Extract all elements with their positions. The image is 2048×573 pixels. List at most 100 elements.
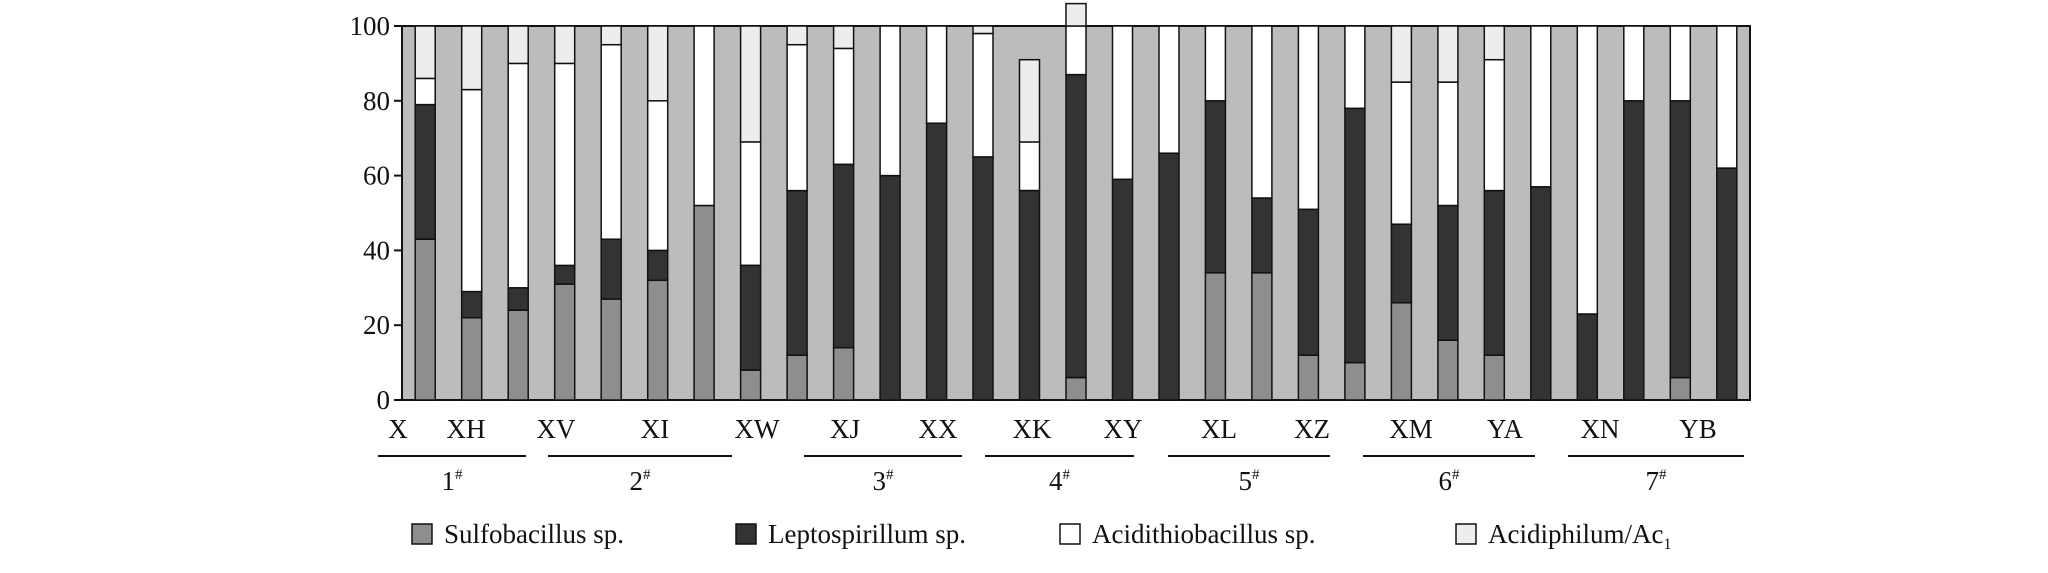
legend: Sulfobacillus sp. Leptospirillum sp. Acidi…: [411, 519, 1671, 553]
bar-segment-sulfobacillus: [1437, 339, 1459, 401]
y-tick-label: 80: [363, 86, 390, 116]
bars-layer: [414, 2, 1738, 401]
bar-segment-leptospirillum: [1437, 204, 1459, 341]
bar-segment-leptospirillum: [832, 163, 855, 349]
bar-segment-sulfobacillus: [786, 354, 808, 401]
bar-segment-sulfobacillus: [1669, 376, 1692, 401]
bar-segment-leptospirillum: [1158, 152, 1180, 401]
bar-segment-acidithiobacillus: [1251, 25, 1273, 199]
x-category-label: XV: [537, 414, 576, 444]
x-category-label: YA: [1487, 414, 1524, 444]
bar-segment-leptospirillum: [1297, 208, 1320, 356]
legend-swatch-acidithiobacillus: [1059, 523, 1081, 545]
x-category-labels: X XH XV XI XW XJ XX XK XY XL XZ XM YA XN YB: [388, 414, 1717, 444]
bar-segment-leptospirillum: [925, 122, 948, 401]
bar-segment-sulfobacillus: [739, 369, 762, 401]
group-labels: 1# 2# 3# 4# 5# 6# 7#: [378, 455, 1744, 496]
bar-segment-sulfobacillus: [693, 204, 715, 401]
legend-label-sulfobacillus: Sulfobacillus sp.: [444, 519, 624, 549]
bar-segment-sulfobacillus: [553, 283, 576, 401]
bar-segment-acidiphilum: [507, 25, 529, 65]
bar-segment-acidithiobacillus: [1158, 25, 1180, 154]
bar-segment-acidithiobacillus: [786, 43, 808, 192]
bar-segment-acidiphilum: [1018, 58, 1041, 143]
x-category-label: XZ: [1294, 414, 1330, 444]
bar-segment-sulfobacillus: [832, 346, 855, 401]
x-category-label: YB: [1679, 414, 1717, 444]
group-label: 7#: [1646, 466, 1668, 496]
group-label: 6#: [1439, 466, 1461, 496]
bar-segment-leptospirillum: [1483, 189, 1506, 356]
bar-segment-sulfobacillus: [1390, 302, 1413, 401]
bar-segment-acidithiobacillus: [1297, 25, 1320, 211]
bar-segment-leptospirillum: [507, 287, 529, 311]
bar-segment-acidiphilum: [1437, 25, 1459, 83]
bar-segment-leptospirillum: [600, 238, 622, 300]
bar-segment-acidithiobacillus: [1483, 58, 1506, 192]
bar-segment-sulfobacillus: [646, 279, 669, 401]
x-category-label: XW: [735, 414, 780, 444]
bar-segment-acidithiobacillus: [1344, 25, 1366, 110]
bar-segment-leptospirillum: [879, 174, 901, 401]
bar-segment-leptospirillum: [1623, 100, 1645, 401]
group-label: 5#: [1239, 466, 1261, 496]
bar-segment-acidithiobacillus: [1018, 141, 1041, 192]
x-category-label: XX: [919, 414, 958, 444]
bar-segment-leptospirillum: [1065, 73, 1087, 379]
legend-swatch-sulfobacillus: [411, 523, 433, 545]
bar-segment-acidiphilum: [739, 25, 762, 143]
bar-segment-acidithiobacillus: [1623, 25, 1645, 102]
x-category-label: XH: [447, 414, 486, 444]
bar-segment-sulfobacillus: [1065, 376, 1087, 401]
bar-segment-sulfobacillus: [600, 298, 622, 401]
group-label: 1#: [442, 466, 464, 496]
bar-segment-acidithiobacillus: [1437, 81, 1459, 207]
x-category-label: XL: [1201, 414, 1237, 444]
bar-segment-leptospirillum: [1576, 313, 1599, 401]
bar-segment-sulfobacillus: [1204, 272, 1227, 401]
y-tick-label: 60: [363, 161, 390, 191]
bar-segment-leptospirillum: [786, 189, 808, 356]
legend-label-acidithiobacillus: Acidithiobacillus sp.: [1092, 519, 1315, 549]
bar-segment-leptospirillum: [460, 290, 483, 319]
group-label: 4#: [1049, 466, 1071, 496]
bar-segment-acidithiobacillus: [1576, 25, 1599, 315]
bar-segment-acidithiobacillus: [553, 62, 576, 267]
bar-segment-leptospirillum: [1530, 186, 1552, 401]
bar-segment-sulfobacillus: [1344, 361, 1366, 401]
legend-swatch-leptospirillum: [735, 523, 757, 545]
bar-segment-acidiphilum: [553, 25, 576, 65]
bar-segment-acidithiobacillus: [739, 141, 762, 267]
bar-segment-acidithiobacillus: [1204, 25, 1227, 102]
bar-segment-leptospirillum: [646, 249, 669, 282]
y-tick-label: 40: [363, 235, 390, 265]
bar-segment-leptospirillum: [1669, 100, 1692, 379]
bar-segment-leptospirillum: [1018, 189, 1041, 401]
bar-segment-acidithiobacillus: [832, 47, 855, 166]
bar-segment-leptospirillum: [1390, 223, 1413, 304]
bar-segment-leptospirillum: [414, 103, 436, 240]
x-category-label: XI: [641, 414, 670, 444]
bar-segment-acidiphilum: [600, 25, 622, 46]
bar-segment-leptospirillum: [1716, 167, 1738, 401]
bar-segment-acidiphilum: [1483, 25, 1506, 61]
y-tick-label: 20: [363, 310, 390, 340]
bar-segment-acidithiobacillus: [414, 77, 436, 106]
legend-swatch-acidiphilum: [1455, 523, 1477, 545]
bar-segment-acidithiobacillus: [460, 88, 483, 293]
bar-segment-sulfobacillus: [1297, 354, 1320, 401]
bar-segment-leptospirillum: [1251, 197, 1273, 274]
bar-segment-acidithiobacillus: [693, 25, 715, 207]
x-category-label: XN: [1581, 414, 1620, 444]
group-label: 3#: [873, 466, 895, 496]
y-axis: 0 20 40 60 80 100: [350, 11, 402, 415]
x-category-label: XJ: [830, 414, 860, 444]
bar-segment-sulfobacillus: [460, 316, 483, 401]
bar-segment-acidithiobacillus: [1065, 25, 1087, 76]
bar-segment-acidithiobacillus: [879, 25, 901, 177]
bar-segment-acidiphilum: [832, 25, 855, 50]
bar-segment-leptospirillum: [972, 156, 994, 401]
bar-segment-acidithiobacillus: [1530, 25, 1552, 188]
bar-segment-sulfobacillus: [414, 238, 436, 401]
